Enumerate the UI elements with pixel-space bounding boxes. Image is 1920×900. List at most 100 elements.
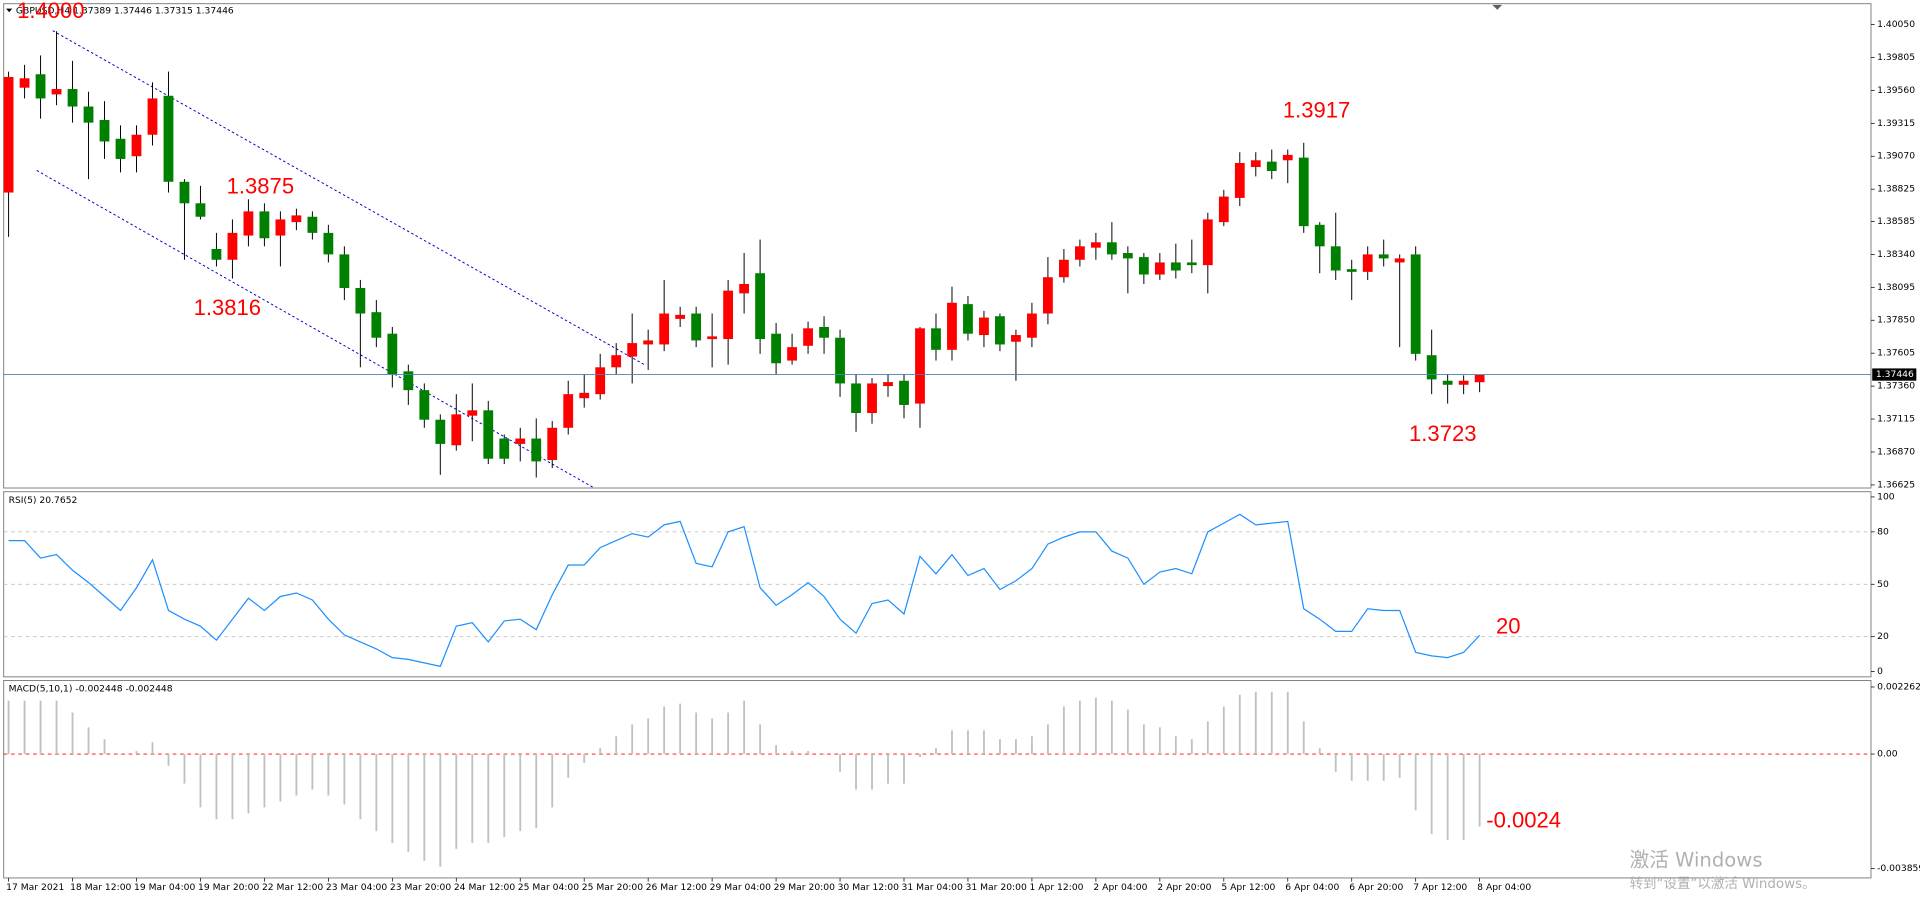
macd-bar bbox=[231, 754, 234, 820]
macd-bar bbox=[935, 748, 937, 755]
y-tick-label: 0.002262 bbox=[1877, 681, 1920, 692]
macd-bar bbox=[1206, 721, 1209, 755]
candle-body bbox=[915, 328, 925, 404]
candle-body bbox=[1282, 154, 1293, 161]
candle-body bbox=[627, 343, 638, 357]
macd-bar bbox=[1462, 754, 1465, 840]
macd-bar bbox=[1270, 691, 1273, 755]
x-tick-label: 2 Apr 20:00 bbox=[1157, 882, 1211, 893]
macd-bar bbox=[135, 751, 138, 755]
candle-body bbox=[307, 216, 318, 233]
macd-bar bbox=[199, 754, 202, 808]
macd-bar bbox=[1366, 754, 1369, 781]
candle-body bbox=[355, 287, 366, 314]
x-tick-label: 29 Mar 04:00 bbox=[710, 882, 771, 893]
candle-body bbox=[659, 313, 670, 345]
candle-body bbox=[947, 302, 957, 350]
candle-body bbox=[387, 333, 398, 375]
macd-bar bbox=[423, 754, 426, 861]
annotation: 1.3816 bbox=[194, 295, 261, 320]
candle-body bbox=[835, 337, 845, 384]
macd-bar bbox=[695, 712, 698, 755]
candle-body bbox=[1138, 257, 1149, 275]
macd-bar bbox=[535, 754, 538, 829]
candle-body bbox=[19, 78, 30, 88]
candle-body bbox=[67, 89, 78, 107]
y-tick-label: 0.00 bbox=[1877, 749, 1898, 760]
candle-body bbox=[883, 382, 893, 387]
y-tick-label: 1.37850 bbox=[1877, 315, 1915, 326]
y-tick-label: 20 bbox=[1877, 631, 1889, 642]
macd-bar bbox=[1158, 727, 1161, 755]
macd-bar bbox=[1110, 700, 1113, 755]
macd-bar bbox=[679, 703, 682, 755]
candle-body bbox=[243, 211, 254, 236]
macd-bar bbox=[1078, 700, 1081, 755]
candle-body bbox=[35, 74, 46, 99]
macd-bar bbox=[967, 730, 969, 755]
y-tick-label: 50 bbox=[1877, 579, 1889, 590]
candle-body bbox=[1059, 259, 1069, 278]
candle-body bbox=[931, 328, 941, 350]
macd-bar bbox=[567, 754, 570, 778]
macd-bar bbox=[1062, 706, 1065, 755]
macd-bar bbox=[663, 706, 666, 755]
macd-bar bbox=[1334, 754, 1337, 772]
x-tick-label: 29 Mar 20:00 bbox=[774, 882, 835, 893]
candle-body bbox=[707, 336, 718, 340]
macd-bar bbox=[311, 754, 314, 790]
y-tick-label: 1.36870 bbox=[1877, 446, 1915, 457]
macd-bar bbox=[151, 742, 154, 755]
last-price-label: 1.37446 bbox=[1876, 369, 1914, 380]
macd-bar bbox=[439, 754, 442, 867]
macd-bar bbox=[999, 739, 1001, 755]
y-tick-label: 1.38825 bbox=[1877, 184, 1915, 195]
macd-bar bbox=[599, 748, 602, 755]
macd-bar bbox=[407, 754, 410, 852]
shift-marker bbox=[1492, 4, 1503, 10]
macd-bar bbox=[615, 736, 618, 755]
candle-body bbox=[1122, 253, 1133, 259]
x-tick-label: 7 Apr 12:00 bbox=[1413, 882, 1467, 893]
candle-body bbox=[899, 380, 909, 405]
macd-bar bbox=[7, 700, 10, 755]
x-tick-label: 1 Apr 12:00 bbox=[1029, 882, 1083, 893]
macd-bar bbox=[1190, 739, 1193, 755]
menu-arrow[interactable] bbox=[6, 8, 13, 13]
macd-bar bbox=[1430, 754, 1433, 835]
candle-body bbox=[1186, 262, 1197, 266]
macd-bar bbox=[1318, 748, 1321, 755]
candle-body bbox=[595, 367, 606, 395]
main-panel bbox=[3, 3, 1872, 489]
candle-body bbox=[371, 312, 382, 338]
candle-body bbox=[291, 215, 302, 223]
y-tick-label: 1.39560 bbox=[1877, 85, 1915, 96]
x-tick-label: 6 Apr 04:00 bbox=[1285, 882, 1339, 893]
candle-body bbox=[403, 371, 414, 391]
candle-body bbox=[979, 317, 989, 336]
candle-body bbox=[99, 119, 110, 142]
candle-body bbox=[163, 95, 174, 182]
candle-body bbox=[323, 232, 334, 255]
annotation: 1.3875 bbox=[227, 173, 294, 198]
macd-bar bbox=[1478, 754, 1481, 827]
candle-body bbox=[1218, 196, 1229, 223]
x-tick-label: 30 Mar 12:00 bbox=[838, 882, 899, 893]
x-tick-label: 23 Mar 20:00 bbox=[390, 882, 451, 893]
candle-body bbox=[563, 394, 574, 428]
y-tick-label: 1.37605 bbox=[1877, 348, 1915, 359]
y-tick-label: 1.40050 bbox=[1877, 19, 1915, 30]
x-tick-label: 18 Mar 12:00 bbox=[70, 882, 131, 893]
rsi-line bbox=[8, 513, 1481, 668]
macd-bar bbox=[1015, 739, 1017, 755]
candle-body bbox=[1090, 242, 1101, 248]
candle-body bbox=[851, 383, 861, 414]
candle-body bbox=[1170, 262, 1181, 271]
x-tick-label: 19 Mar 04:00 bbox=[134, 882, 195, 893]
candle-body bbox=[147, 98, 158, 135]
watermark-line2: 转到“设置”以激活 Windows。 bbox=[1630, 876, 1816, 892]
candle-body bbox=[1426, 355, 1437, 380]
